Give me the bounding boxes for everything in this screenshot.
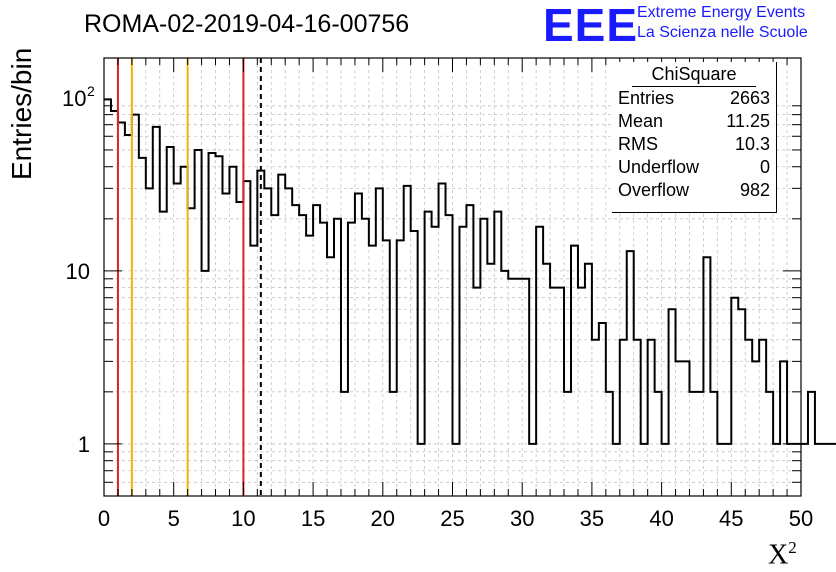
x-tick-label: 10 <box>231 506 255 531</box>
y-tick-label: 10 <box>62 86 86 111</box>
x-axis-label-base: X <box>768 539 789 571</box>
stats-row-mean: Mean 11.25 <box>612 110 776 133</box>
y-tick-label: 10 <box>66 259 90 284</box>
chart-title: ROMA-02-2019-04-16-00756 <box>84 10 410 38</box>
stats-value: 10.3 <box>734 134 770 154</box>
stats-label: Entries <box>618 88 675 108</box>
x-tick-label: 35 <box>580 506 604 531</box>
stats-value: 11.25 <box>726 111 770 131</box>
x-axis-label-exponent: 2 <box>788 538 797 557</box>
histogram-line <box>104 98 836 445</box>
x-tick-label: 15 <box>301 506 325 531</box>
stats-row-underflow: Underflow 0 <box>612 156 776 179</box>
x-tick-label: 45 <box>719 506 743 531</box>
org-name-line1: Extreme Energy Events <box>637 4 806 21</box>
x-tick-label: 25 <box>440 506 464 531</box>
y-tick-label: 1 <box>78 432 90 457</box>
stats-row-rms: RMS 10.3 <box>612 133 776 156</box>
y-axis-label: Entries/bin <box>6 47 37 180</box>
stats-label: Underflow <box>618 157 700 177</box>
x-axis-label: X2 <box>768 538 797 571</box>
stats-label: Overflow <box>618 180 690 200</box>
eee-logo: EEE <box>543 0 639 51</box>
x-tick-label: 0 <box>98 506 110 531</box>
stats-box-title: ChiSquare <box>632 62 756 87</box>
stats-row-entries: Entries 2663 <box>612 87 776 110</box>
y-tick-label-exponent: 2 <box>87 83 95 99</box>
x-tick-label: 50 <box>789 506 813 531</box>
x-tick-label: 5 <box>168 506 180 531</box>
x-tick-label: 30 <box>510 506 534 531</box>
stats-box: ChiSquare Entries 2663 Mean 11.25 RMS 10… <box>612 62 777 213</box>
x-tick-label: 40 <box>649 506 673 531</box>
stats-value: 982 <box>739 180 770 200</box>
stats-label: Mean <box>618 111 664 131</box>
x-tick-label: 20 <box>371 506 395 531</box>
stats-value: 0 <box>759 157 770 177</box>
stats-value: 2663 <box>729 88 770 108</box>
stats-row-overflow: Overflow 982 <box>612 179 776 202</box>
stats-label: RMS <box>618 134 658 154</box>
org-name-line2: La Scienza nelle Scuole <box>637 24 808 41</box>
